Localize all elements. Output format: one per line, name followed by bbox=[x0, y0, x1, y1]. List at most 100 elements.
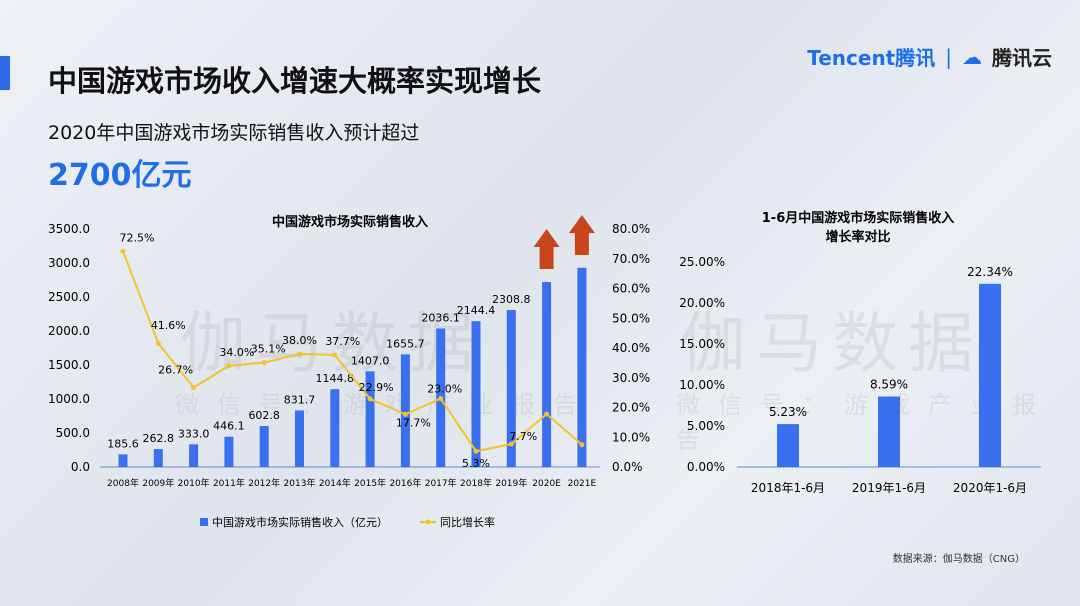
growth-point bbox=[579, 442, 585, 448]
x-tick: 2009年 bbox=[142, 477, 174, 489]
legend-line-marker bbox=[425, 519, 431, 525]
watermark: 伽马数据 bbox=[180, 305, 484, 382]
chart2-bar-label: 8.59% bbox=[870, 378, 908, 392]
highlight-value: 2700亿元 bbox=[48, 158, 192, 193]
chart2-y-tick: 5.00% bbox=[687, 419, 725, 433]
chart2-bar-label: 5.23% bbox=[769, 405, 807, 419]
growth-point bbox=[508, 441, 514, 447]
y-tick-right: 30.0% bbox=[612, 371, 650, 385]
growth-point bbox=[191, 385, 197, 391]
page-subtitle: 2020年中国游戏市场实际销售收入预计超过 bbox=[48, 122, 420, 144]
y-tick-right: 50.0% bbox=[612, 311, 650, 325]
data-source: 数据来源：伽马数据（CNG） bbox=[892, 554, 1025, 565]
line-label: 26.7% bbox=[158, 364, 193, 377]
chart2-y-tick: 25.00% bbox=[679, 255, 725, 269]
bar bbox=[118, 454, 128, 467]
x-tick: 2016年 bbox=[389, 477, 421, 489]
line-label: 38.0% bbox=[282, 334, 317, 347]
x-tick: 2012年 bbox=[248, 477, 280, 489]
tencent-logo: Tencent腾讯 bbox=[807, 46, 936, 70]
y-tick-right: 20.0% bbox=[612, 401, 650, 415]
tencent-cloud-logo: 腾讯云 bbox=[992, 46, 1052, 70]
chart2-x-tick: 2019年1-6月 bbox=[852, 481, 926, 495]
bar bbox=[189, 444, 199, 467]
watermark-right: 伽马数据 bbox=[680, 305, 984, 382]
watermark-sub-right: 微信号：游戏产业报告 bbox=[676, 391, 1054, 454]
x-tick: 2011年 bbox=[213, 477, 245, 489]
line-label: 41.6% bbox=[151, 319, 186, 332]
bar bbox=[365, 371, 375, 467]
y-tick-left: 500.0 bbox=[56, 426, 90, 440]
chart2-title: 增长率对比 bbox=[825, 229, 890, 245]
growth-line bbox=[122, 250, 583, 453]
bar bbox=[259, 426, 269, 467]
growth-point bbox=[332, 352, 338, 358]
chart2-bar bbox=[979, 283, 1001, 467]
growth-point bbox=[473, 448, 479, 454]
growth-point bbox=[155, 340, 161, 346]
bar-label: 262.8 bbox=[143, 432, 175, 445]
up-arrow-icon bbox=[533, 229, 560, 269]
bar bbox=[471, 321, 481, 467]
chart2-y-tick: 10.00% bbox=[679, 378, 725, 392]
y-tick-left: 2500.0 bbox=[48, 290, 90, 304]
y-tick-left: 1500.0 bbox=[48, 358, 90, 372]
logo-separator: | bbox=[945, 44, 952, 69]
bar bbox=[577, 267, 587, 467]
y-tick-right: 0.0% bbox=[612, 460, 643, 474]
x-tick: 2019年 bbox=[495, 477, 527, 489]
cloud-icon: ☁ bbox=[962, 44, 982, 69]
bar bbox=[295, 410, 304, 467]
chart2-x-tick: 2020年1-6月 bbox=[953, 481, 1027, 495]
bar bbox=[542, 282, 552, 467]
x-tick: 2013年 bbox=[284, 477, 316, 489]
bar bbox=[400, 354, 410, 467]
x-tick: 2020E bbox=[532, 479, 561, 489]
chart2-bar-label: 22.34% bbox=[967, 265, 1013, 279]
y-tick-left: 3500.0 bbox=[48, 222, 90, 236]
x-tick: 2014年 bbox=[319, 477, 351, 489]
y-tick-left: 0.0 bbox=[71, 460, 90, 474]
growth-point bbox=[297, 351, 302, 357]
x-tick: 2010年 bbox=[178, 477, 210, 489]
growth-point bbox=[402, 411, 408, 417]
chart2-y-tick: 15.00% bbox=[679, 337, 725, 351]
chart2-y-tick: 0.00% bbox=[687, 460, 725, 474]
line-label: 5.3% bbox=[462, 457, 490, 470]
bar-label: 2144.4 bbox=[457, 304, 496, 317]
bar bbox=[506, 310, 516, 467]
page-title: 中国游戏市场收入增速大概率实现增长 bbox=[48, 64, 542, 98]
bar-label: 1655.7 bbox=[386, 337, 425, 350]
bar-label: 602.8 bbox=[248, 409, 280, 422]
line-label: 17.7% bbox=[396, 416, 431, 429]
growth-point bbox=[226, 363, 232, 369]
line-label: 35.1% bbox=[251, 343, 286, 356]
chart-title: 中国游戏市场实际销售收入 bbox=[272, 214, 428, 230]
bar bbox=[330, 389, 340, 467]
y-tick-left: 1000.0 bbox=[48, 392, 90, 406]
up-arrow-icon bbox=[568, 215, 595, 255]
bar-label: 1407.0 bbox=[351, 354, 390, 367]
line-label: 7.7% bbox=[509, 430, 537, 443]
x-tick: 2017年 bbox=[425, 477, 457, 489]
line-label: 22.9% bbox=[359, 381, 394, 394]
accent-bar bbox=[0, 56, 10, 90]
growth-point bbox=[120, 248, 126, 254]
chart2-bar bbox=[878, 396, 900, 467]
bar-label: 333.0 bbox=[178, 427, 210, 440]
line-label: 37.7% bbox=[325, 335, 360, 348]
line-label: 72.5% bbox=[120, 231, 155, 244]
logo: Tencent腾讯 | ☁ 腾讯云 bbox=[807, 42, 1052, 71]
y-tick-right: 40.0% bbox=[612, 341, 650, 355]
line-label: 23.0% bbox=[427, 383, 462, 396]
legend-bar-swatch bbox=[200, 518, 208, 526]
y-tick-right: 60.0% bbox=[612, 282, 650, 296]
growth-point bbox=[367, 396, 373, 402]
legend-line-label: 同比增长率 bbox=[440, 515, 495, 529]
x-tick: 2015年 bbox=[354, 477, 386, 489]
x-tick: 2018年 bbox=[460, 477, 492, 489]
bar-label: 831.7 bbox=[284, 393, 316, 406]
x-tick: 2021E bbox=[568, 479, 597, 489]
bar bbox=[224, 436, 234, 467]
